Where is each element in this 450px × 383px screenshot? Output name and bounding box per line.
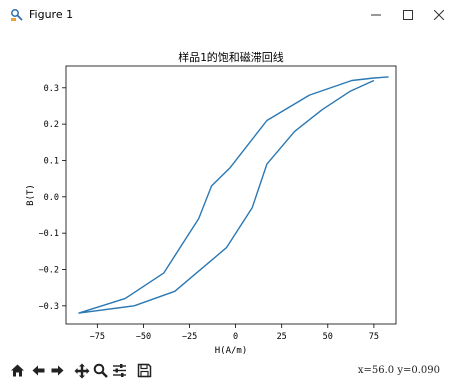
x-tick-label: 25 [277, 332, 287, 342]
zoom-button[interactable] [92, 362, 109, 379]
y-tick-label: 0.1 [44, 156, 59, 166]
home-button[interactable] [9, 362, 26, 379]
maximize-button[interactable] [397, 5, 419, 25]
x-tick-label: −75 [90, 332, 105, 342]
window-title: Figure 1 [29, 8, 74, 21]
x-tick-label: −25 [182, 332, 197, 342]
hysteresis-chart: 样品1的饱和磁滞回线 −75 −50 −25 0 25 50 75 −0.3 −0.2 −0.1… [26, 50, 397, 356]
home-icon [11, 364, 24, 377]
arrow-left-icon [32, 365, 45, 376]
configure-button[interactable] [111, 362, 128, 379]
figure-canvas[interactable]: 样品1的饱和磁滞回线 −75 −50 −25 0 25 50 75 −0.3 −0.2 −0.1… [8, 30, 450, 360]
chart-title: 样品1的饱和磁滞回线 [178, 50, 284, 64]
y-tick-label: −0.2 [39, 265, 59, 275]
y-tick-label: 0.2 [44, 120, 59, 130]
x-axis-label: H(A/m) [215, 346, 248, 356]
figure-icon [11, 9, 23, 21]
minimize-button[interactable] [365, 5, 387, 25]
x-tick-label: 75 [369, 332, 379, 342]
y-tick-label: −0.1 [39, 229, 59, 239]
x-tick-label: 0 [233, 332, 238, 342]
x-axis: −75 −50 −25 0 25 50 75 [90, 324, 379, 342]
forward-button[interactable] [49, 362, 66, 379]
series-layer [78, 76, 389, 314]
x-tick-label: 50 [323, 332, 333, 342]
y-axis: −0.3 −0.2 −0.1 0.0 0.1 0.2 0.3 [39, 84, 66, 312]
y-tick-label: −0.3 [39, 302, 59, 312]
close-icon [434, 10, 444, 20]
window-titlebar: Figure 1 [0, 0, 450, 30]
cursor-coordinates: x=56.0 y=0.090 [357, 365, 440, 376]
save-button[interactable] [136, 362, 153, 379]
sliders-icon [113, 364, 126, 377]
navigation-toolbar: x=56.0 y=0.090 [0, 358, 450, 383]
y-tick-label: 0.0 [44, 193, 59, 203]
plot-frame [65, 65, 397, 325]
pan-button[interactable] [73, 362, 90, 379]
close-button[interactable] [428, 5, 450, 25]
x-tick-label: −50 [136, 332, 151, 342]
minimize-icon [371, 14, 381, 16]
arrow-right-icon [51, 365, 64, 376]
move-icon [74, 363, 89, 378]
hysteresis-loop-line [78, 76, 389, 314]
back-button[interactable] [30, 362, 47, 379]
y-tick-label: 0.3 [44, 84, 59, 94]
maximize-icon [403, 10, 413, 20]
save-icon [137, 363, 152, 378]
magnifier-icon [93, 363, 108, 378]
y-axis-label: B(T) [26, 184, 36, 206]
